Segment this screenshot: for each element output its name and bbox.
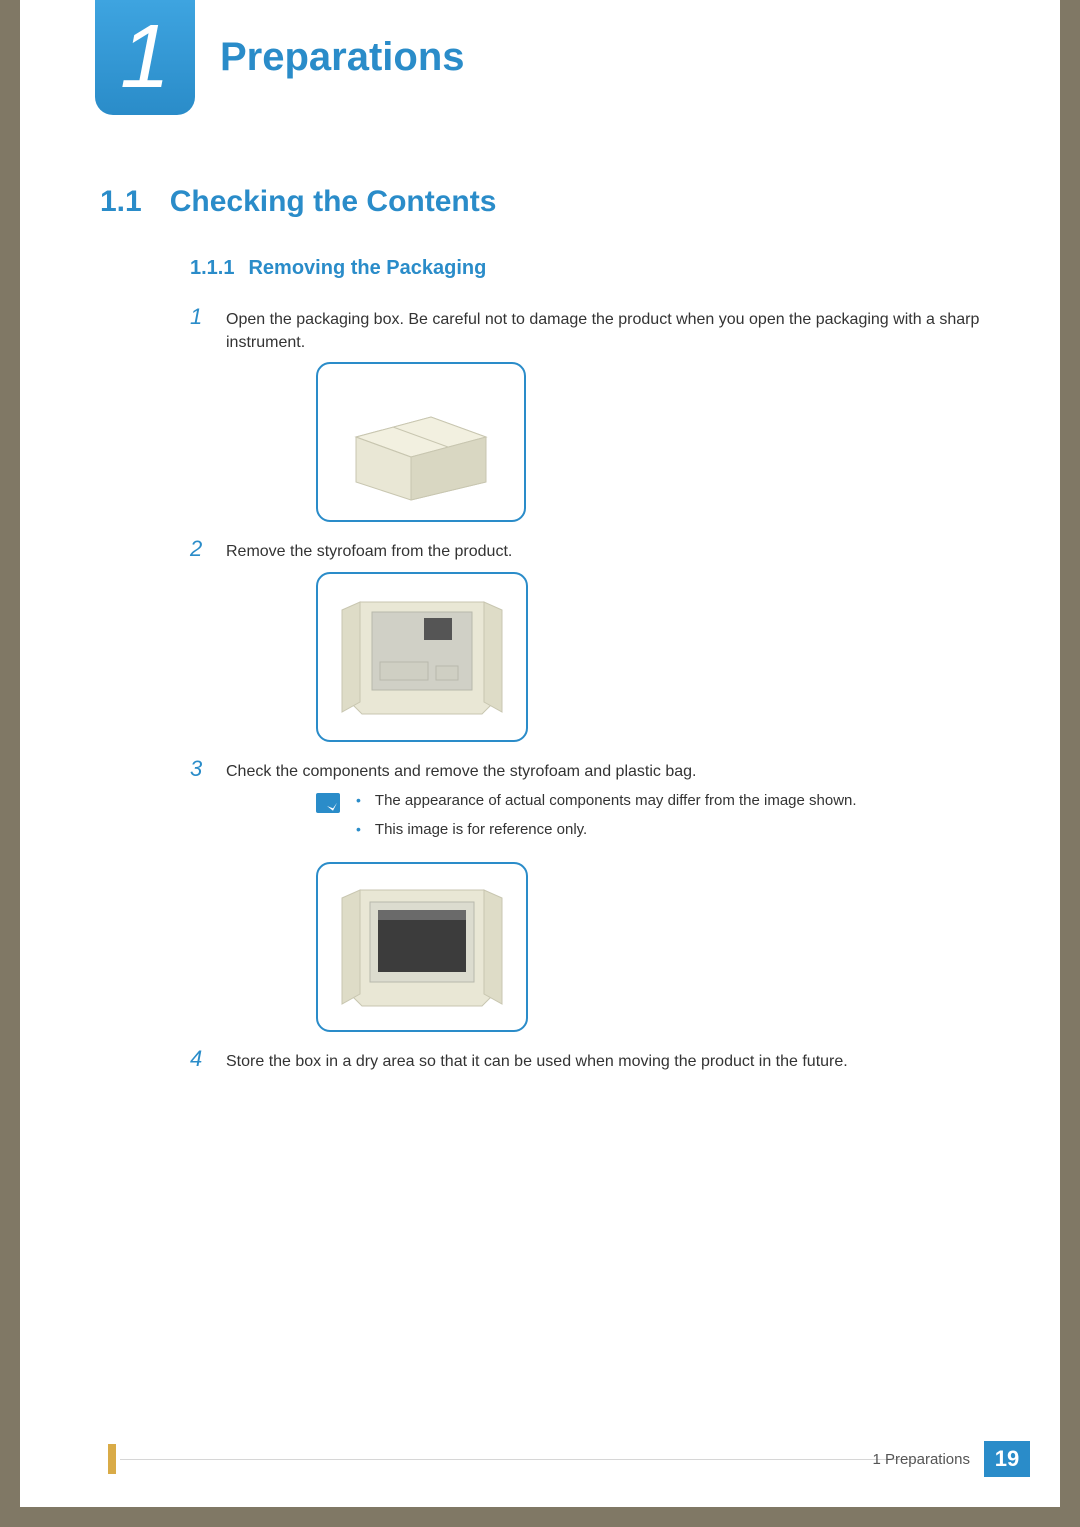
bullet-icon: • xyxy=(356,820,361,840)
steps-list: 1 Open the packaging box. Be careful not… xyxy=(190,304,1000,1073)
monitor-icon xyxy=(332,872,512,1022)
footer-label: 1 Preparations xyxy=(872,1451,970,1468)
subsection-heading: 1.1.1 Removing the Packaging xyxy=(190,257,1000,280)
note-icon xyxy=(316,793,340,813)
bullet-icon: • xyxy=(356,791,361,811)
content-area: 1.1 Checking the Contents 1.1.1 Removing… xyxy=(100,185,1000,1081)
figure-monitor xyxy=(316,862,528,1032)
figure-packaging-box xyxy=(316,362,526,522)
note-list: • The appearance of actual components may… xyxy=(356,791,857,850)
step-text: Check the components and remove the styr… xyxy=(226,756,1000,783)
note-text: This image is for reference only. xyxy=(375,820,587,840)
step-1: 1 Open the packaging box. Be careful not… xyxy=(190,304,1000,354)
section-heading: 1.1 Checking the Contents xyxy=(100,185,1000,219)
footer: 1 Preparations 19 xyxy=(872,1441,1030,1477)
box-icon xyxy=(336,382,506,502)
subsection-title: Removing the Packaging xyxy=(248,257,486,280)
section-number: 1.1 xyxy=(100,185,142,219)
note-text: The appearance of actual components may … xyxy=(375,791,857,811)
page: 1 Preparations 1.1 Checking the Contents… xyxy=(20,0,1060,1507)
section-title: Checking the Contents xyxy=(170,185,497,219)
footer-accent-bar xyxy=(108,1444,116,1474)
subsection-number: 1.1.1 xyxy=(190,257,234,280)
note-item: • The appearance of actual components may… xyxy=(356,791,857,811)
step-text: Remove the styrofoam from the product. xyxy=(226,536,1000,563)
page-number: 19 xyxy=(984,1441,1030,1477)
step-number: 1 xyxy=(190,304,210,354)
step-text: Store the box in a dry area so that it c… xyxy=(226,1046,1000,1073)
figure-styrofoam xyxy=(316,572,528,742)
step-2: 2 Remove the styrofoam from the product. xyxy=(190,536,1000,563)
chapter-number: 1 xyxy=(120,6,170,109)
chapter-tab: 1 xyxy=(95,0,195,115)
note-item: • This image is for reference only. xyxy=(356,820,857,840)
step-text: Open the packaging box. Be careful not t… xyxy=(226,304,1000,354)
footer-rule xyxy=(120,1459,920,1460)
step-3: 3 Check the components and remove the st… xyxy=(190,756,1000,783)
chapter-title: Preparations xyxy=(220,35,465,80)
styrofoam-icon xyxy=(332,582,512,732)
note-block: • The appearance of actual components may… xyxy=(316,791,1000,850)
step-number: 2 xyxy=(190,536,210,563)
step-number: 4 xyxy=(190,1046,210,1073)
step-number: 3 xyxy=(190,756,210,783)
step-4: 4 Store the box in a dry area so that it… xyxy=(190,1046,1000,1073)
